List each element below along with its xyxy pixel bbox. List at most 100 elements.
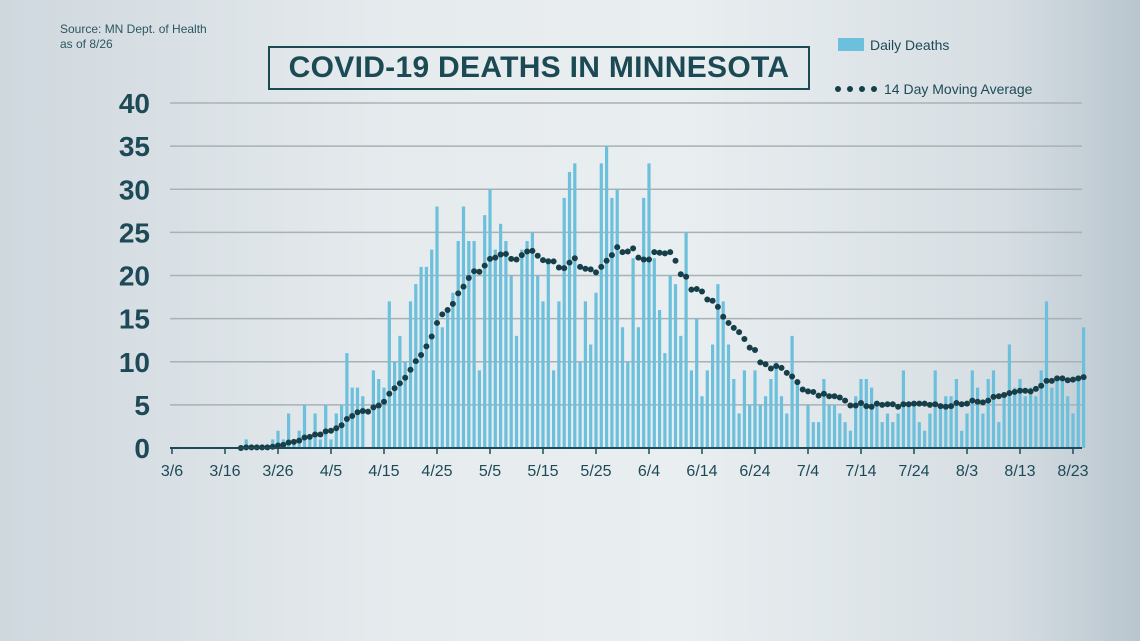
bar-daily-deaths (302, 404, 307, 448)
bar-daily-deaths (753, 370, 757, 448)
bar-daily-deaths (896, 413, 900, 448)
moving-average-point (328, 427, 334, 434)
moving-average-point (349, 412, 356, 419)
bar-daily-deaths (472, 241, 476, 448)
moving-average-point (555, 264, 562, 271)
y-tick-label: 25 (119, 217, 150, 248)
x-tick-label: 7/4 (797, 463, 819, 480)
moving-average-point (932, 401, 939, 408)
moving-average-point (889, 401, 896, 408)
moving-average-point (752, 347, 758, 354)
y-tick-label: 40 (119, 88, 150, 119)
bar-daily-deaths (573, 163, 577, 448)
moving-average-point (836, 394, 843, 401)
bar-daily-deaths (424, 266, 428, 448)
moving-average-point (338, 422, 345, 429)
moving-average-point (439, 311, 446, 318)
bar-daily-deaths (1082, 327, 1086, 448)
bar-daily-deaths (509, 275, 513, 448)
legend: Daily Deaths 14 Day Moving Average (835, 37, 1033, 97)
bar-daily-deaths (589, 344, 593, 448)
moving-average-point (1043, 377, 1050, 384)
moving-average-point (312, 431, 319, 438)
bar-daily-deaths (848, 430, 852, 448)
bar-daily-deaths (1034, 396, 1038, 448)
moving-average-point (667, 249, 674, 256)
bar-daily-deaths (960, 430, 964, 448)
bar-daily-deaths (499, 223, 503, 448)
moving-average-point (762, 361, 769, 368)
moving-average-point (720, 313, 727, 320)
moving-average-point (826, 393, 833, 400)
moving-average-point (481, 262, 488, 269)
moving-average-point (810, 388, 817, 395)
bar-daily-deaths (605, 146, 609, 448)
as-of-date: as of 8/26 (60, 37, 113, 51)
bar-daily-deaths (636, 327, 640, 448)
bar-daily-deaths (817, 422, 821, 448)
moving-average-point (386, 390, 393, 397)
moving-average-point (1054, 375, 1061, 382)
moving-average-point (513, 256, 520, 263)
moving-average-point (953, 400, 960, 407)
moving-average-point (714, 303, 721, 310)
bar-daily-deaths (308, 439, 312, 448)
x-tick-label: 4/15 (368, 463, 399, 480)
bar-daily-deaths (742, 370, 746, 448)
moving-average-point (995, 393, 1002, 400)
moving-average-point (449, 300, 456, 307)
moving-average-point (571, 255, 578, 262)
bar-daily-deaths (779, 396, 784, 448)
moving-average-point (391, 385, 398, 392)
moving-average-point (1006, 390, 1013, 397)
y-tick-label: 35 (119, 131, 150, 162)
x-tick-label: 6/24 (739, 463, 770, 480)
bar-daily-deaths (483, 215, 487, 448)
bar-daily-deaths (1055, 379, 1059, 448)
moving-average-point (699, 288, 705, 295)
y-tick-label: 5 (134, 390, 150, 421)
moving-average-point (322, 428, 329, 435)
x-tick-label: 6/14 (686, 463, 717, 480)
bar-daily-deaths (748, 404, 752, 448)
moving-average-point (333, 425, 340, 432)
moving-average-point (471, 268, 478, 275)
bar-daily-deaths (387, 301, 391, 448)
bar-daily-deaths (1023, 396, 1027, 448)
moving-average-point (709, 297, 716, 304)
bar-daily-deaths (854, 396, 858, 448)
legend-dot (835, 86, 841, 92)
moving-average-point (1032, 385, 1039, 392)
moving-average-point (725, 319, 732, 326)
moving-average-point (783, 369, 790, 376)
bar-daily-deaths (705, 370, 709, 448)
bar-daily-deaths (923, 430, 927, 448)
bar-daily-deaths (806, 404, 810, 448)
legend-label-moving-average: 14 Day Moving Average (884, 81, 1033, 97)
moving-average-point (921, 400, 928, 407)
bar-daily-deaths (1060, 379, 1064, 448)
moving-average-point (497, 251, 504, 258)
bar-daily-deaths (567, 172, 572, 448)
x-tick-label: 7/24 (898, 463, 929, 480)
bar-daily-deaths (525, 241, 529, 448)
bar-daily-deaths (477, 370, 481, 448)
moving-average-point (635, 254, 642, 261)
y-tick-label: 0 (134, 433, 150, 464)
moving-average-point (343, 416, 350, 423)
bar-daily-deaths (1007, 344, 1011, 448)
bar-daily-deaths (361, 396, 365, 448)
moving-average-point (624, 248, 631, 255)
moving-average-point (958, 401, 965, 408)
moving-average-point (396, 380, 403, 387)
bar-daily-deaths (673, 284, 678, 448)
bar-daily-deaths (414, 284, 418, 448)
bar-daily-deaths (599, 163, 603, 448)
bar-daily-deaths (324, 404, 328, 448)
bar-daily-deaths (313, 413, 317, 448)
moving-average-point (518, 252, 525, 259)
legend-dot (847, 86, 853, 92)
moving-average-point (508, 255, 515, 262)
bar-daily-deaths (435, 206, 439, 448)
moving-average-point (540, 257, 546, 264)
